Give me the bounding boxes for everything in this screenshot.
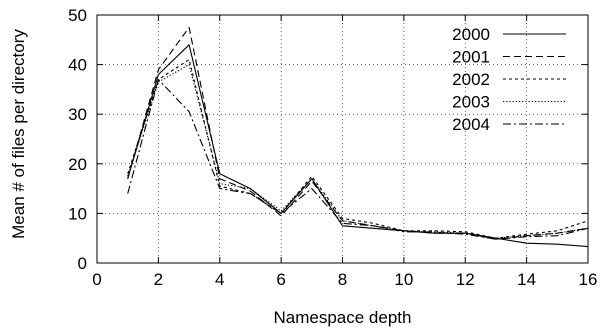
y-tick-label: 50 <box>68 6 87 25</box>
x-tick-label: 4 <box>215 270 224 289</box>
y-tick-label: 20 <box>68 155 87 174</box>
x-tick-label: 2 <box>154 270 163 289</box>
y-tick-label: 0 <box>78 254 87 273</box>
series-line-2003 <box>127 64 589 239</box>
series-line-2000 <box>127 44 589 248</box>
legend: 2000 2001 2002 2003 2004 <box>452 25 566 134</box>
legend-label: 2002 <box>452 70 490 89</box>
series-line-2001 <box>127 26 589 240</box>
y-tick-label: 30 <box>68 105 87 124</box>
axis-ticks: 0 2 4 6 8 10 12 14 16 0 10 20 30 40 50 <box>68 6 597 289</box>
legend-label: 2000 <box>452 25 490 44</box>
legend-label: 2003 <box>452 93 490 112</box>
x-tick-label: 16 <box>579 270 598 289</box>
x-tick-label: 8 <box>338 270 347 289</box>
legend-label: 2001 <box>452 48 490 67</box>
grid <box>97 15 588 263</box>
x-tick-label: 14 <box>517 270 536 289</box>
x-axis-label: Namespace depth <box>274 308 412 327</box>
series-line-2002 <box>127 59 589 239</box>
y-tick-label: 10 <box>68 204 87 223</box>
series-lines <box>127 26 589 248</box>
x-tick-label: 6 <box>276 270 285 289</box>
legend-label: 2004 <box>452 115 490 134</box>
y-axis-label: Mean # of files per directory <box>9 29 28 239</box>
x-tick-label: 0 <box>92 270 101 289</box>
x-tick-label: 10 <box>394 270 413 289</box>
series-line-2004 <box>127 78 589 240</box>
y-tick-label: 40 <box>68 56 87 75</box>
x-tick-label: 12 <box>456 270 475 289</box>
